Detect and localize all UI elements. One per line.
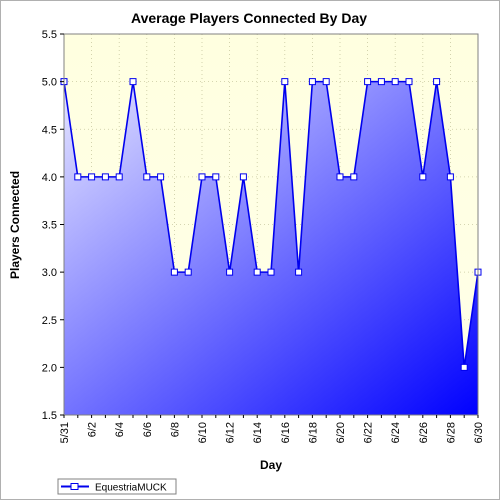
x-tick-label: 6/30 (473, 422, 485, 443)
y-tick-label: 3.5 (42, 220, 57, 232)
data-point (129, 78, 137, 86)
data-point (419, 173, 427, 181)
x-tick-label: 6/14 (252, 422, 264, 443)
x-tick-label: 6/6 (142, 422, 154, 437)
legend-label: EquestriaMUCK (95, 483, 167, 494)
data-point (267, 268, 275, 276)
x-tick-label: 6/28 (445, 422, 457, 443)
x-tick-label: 6/20 (335, 422, 347, 443)
x-tick-label: 6/8 (169, 422, 181, 437)
y-tick-label: 3.0 (42, 267, 57, 279)
y-tick-label: 5.0 (42, 77, 57, 89)
x-tick-label: 6/22 (363, 422, 375, 443)
data-point (226, 268, 234, 276)
legend: EquestriaMUCK (57, 478, 177, 495)
x-tick-label: 6/18 (307, 422, 319, 443)
data-point (198, 173, 206, 181)
data-point (433, 78, 441, 86)
y-tick-label: 1.5 (42, 410, 57, 422)
data-point (157, 173, 165, 181)
y-tick-label: 4.5 (42, 124, 57, 136)
data-point (184, 268, 192, 276)
data-point (350, 173, 358, 181)
data-point (391, 78, 399, 86)
y-tick-label: 2.0 (42, 362, 57, 374)
data-point (170, 268, 178, 276)
x-axis: 5/31 6/2 6/4 6/6 6/8 6/10 6/12 6/14 6/16 6/18 6/20… (59, 415, 485, 443)
data-point (143, 173, 151, 181)
legend-box (57, 478, 177, 495)
data-point (212, 173, 220, 181)
data-point (405, 78, 413, 86)
data-point (364, 78, 372, 86)
x-tick-label: 6/10 (197, 422, 209, 443)
x-tick-label: 6/24 (390, 422, 402, 443)
chart-title: Average Players Connected By Day (131, 10, 367, 26)
data-point (322, 78, 330, 86)
x-tick-label: 6/16 (280, 422, 292, 443)
y-tick-label: 5.5 (42, 29, 57, 41)
x-tick-label: 6/4 (114, 422, 126, 437)
data-point (281, 78, 289, 86)
y-axis-label: Players Connected (8, 171, 22, 279)
y-tick-label: 2.5 (42, 315, 57, 327)
data-point (101, 173, 109, 181)
data-point (88, 173, 96, 181)
data-point (253, 268, 261, 276)
x-tick-label: 6/26 (418, 422, 430, 443)
data-point (308, 78, 316, 86)
data-point (460, 363, 468, 371)
x-tick-label: 6/2 (87, 422, 99, 437)
x-axis-label: Day (260, 458, 282, 472)
y-axis: 1.5 2.0 2.5 3.0 3.5 4.0 4.5 5.0 5.5 (42, 29, 64, 422)
x-tick-label: 5/31 (59, 422, 71, 443)
y-tick-label: 4.0 (42, 172, 57, 184)
data-point (377, 78, 385, 86)
legend-marker-swatch (70, 483, 79, 490)
x-tick-label: 6/12 (225, 422, 237, 443)
data-point (74, 173, 82, 181)
series-area (64, 81, 478, 415)
data-point (295, 268, 303, 276)
data-point (446, 173, 454, 181)
data-point (115, 173, 123, 181)
data-point (336, 173, 344, 181)
data-point (239, 173, 247, 181)
